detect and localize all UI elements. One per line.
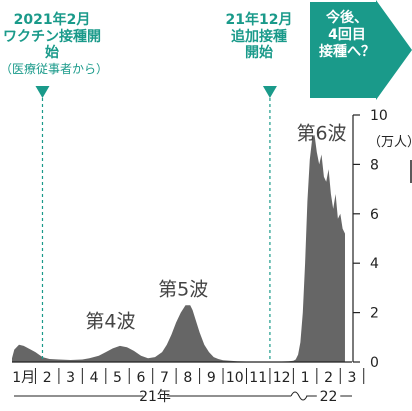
x-tick-label: 1月 xyxy=(12,370,35,386)
x-tick-label: 7 xyxy=(160,370,169,386)
x-tick-label: 3 xyxy=(66,370,75,386)
year-break-mark xyxy=(290,391,308,401)
x-tick-label: 8 xyxy=(183,370,192,386)
x-tick-label: 9 xyxy=(207,370,216,386)
x-tick-label: 12 xyxy=(273,370,291,386)
x-tick-label: 1 xyxy=(301,370,310,386)
x-tick-label: 10 xyxy=(226,370,244,386)
wave-label: 第4波 xyxy=(85,310,135,332)
x-tick-label: 2 xyxy=(43,370,52,386)
first-vaccination-title: ワクチン接種開始 xyxy=(3,28,101,62)
first-vaccination-date: 2021年2月 xyxy=(13,12,91,28)
booster-title: 追加接種 xyxy=(231,28,287,45)
y-axis-unit: （万人） xyxy=(368,135,412,150)
first-vaccination-annotation: 2021年2月 ワクチン接種開始 （医療従事者から） xyxy=(0,12,109,76)
vaccination-marker xyxy=(35,86,50,98)
x-tick-label: 2 xyxy=(324,370,333,386)
booster-title-2: 開始 xyxy=(245,45,273,62)
new-cases-area xyxy=(12,134,345,362)
x-tick-label: 5 xyxy=(113,370,122,386)
y-tick-label: 2 xyxy=(370,306,379,322)
year-label: 22 xyxy=(320,389,338,405)
next-dose-text: 今後、 4回目 接種へ？ xyxy=(312,10,382,60)
x-tick-label: 11 xyxy=(249,370,267,386)
y-tick-label: 4 xyxy=(370,256,379,272)
wave-labels: 第4波 第5波 第6波 xyxy=(85,123,346,333)
arrow-shape xyxy=(310,0,412,100)
x-tick-label: 6 xyxy=(137,370,146,386)
next-dose-arrow xyxy=(310,0,412,100)
x-tick-label: 4 xyxy=(90,370,99,386)
booster-annotation: 21年12月 追加接種 開始 xyxy=(213,12,305,62)
next-dose-line3: 接種へ？ xyxy=(319,43,375,60)
y-tick-label: 8 xyxy=(370,157,379,173)
x-tick-label: 3 xyxy=(348,370,357,386)
vaccination-start-lines xyxy=(35,86,277,362)
first-vaccination-note: （医療従事者から） xyxy=(0,61,109,76)
y-axis: 0 2 4 6 8 10 xyxy=(352,108,388,371)
wave-label: 第6波 xyxy=(296,123,346,145)
vaccination-marker xyxy=(262,86,277,98)
y-tick-label: 10 xyxy=(370,108,388,124)
next-dose-line1: 今後、 xyxy=(326,10,368,26)
wave-label: 第5波 xyxy=(158,278,208,300)
y-tick-label: 0 xyxy=(370,355,379,371)
next-dose-line2: 4回目 xyxy=(328,26,366,43)
booster-date: 21年12月 xyxy=(225,12,293,28)
year-label: 21年 xyxy=(139,389,171,405)
y-tick-label: 6 xyxy=(370,207,379,223)
